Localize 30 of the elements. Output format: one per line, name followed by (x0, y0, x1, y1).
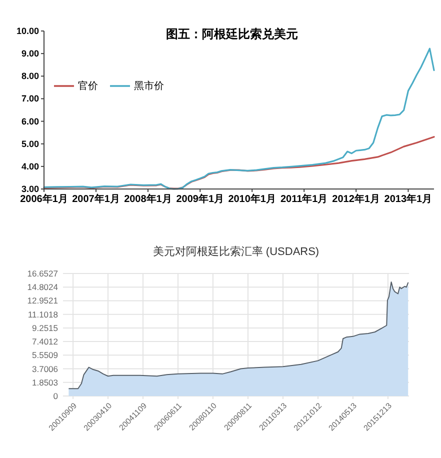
y-tick-label: 3.7006 (32, 364, 58, 374)
y-tick-label: 11.1018 (28, 309, 58, 320)
y-tick-label: 16.6527 (27, 268, 58, 278)
y-tick-label: 7.00 (21, 94, 39, 104)
x-tick-label: 2006年1月 (20, 193, 68, 205)
y-tick-label: 5.00 (21, 138, 39, 149)
x-tick-label: 2011年1月 (280, 193, 328, 205)
chart-title: 图五：阿根廷比索兑美元 (166, 27, 298, 41)
x-tick-label: 2009年1月 (176, 193, 224, 205)
y-tick-label: 9.2515 (32, 322, 58, 333)
y-tick-label: 14.8024 (27, 282, 58, 292)
legend-label: 官价 (78, 80, 98, 92)
x-tick-label: 2013年1月 (384, 193, 432, 205)
y-tick-label: 8.00 (21, 71, 39, 82)
y-tick-label: 7.4012 (32, 336, 58, 347)
y-tick-label: 4.00 (21, 161, 39, 172)
x-tick-label: 2008年1月 (124, 193, 172, 205)
chart-title: 美元对阿根廷比索汇率 (USDARS) (152, 245, 320, 258)
x-tick-label: 2007年1月 (72, 193, 120, 205)
y-tick-label: 9.00 (21, 48, 39, 59)
y-tick-label: 10.00 (16, 26, 39, 36)
y-tick-label: 0 (53, 391, 58, 401)
y-tick-label: 3.00 (21, 184, 39, 194)
y-tick-label: 6.00 (21, 116, 39, 126)
x-tick-label: 2012年1月 (332, 193, 380, 205)
y-tick-label: 12.9521 (27, 296, 58, 306)
y-tick-label: 5.5509 (32, 350, 58, 360)
y-tick-label: 1.8503 (32, 377, 58, 388)
x-tick-label: 2010年1月 (228, 193, 276, 205)
legend-label: 黑市价 (134, 80, 164, 92)
